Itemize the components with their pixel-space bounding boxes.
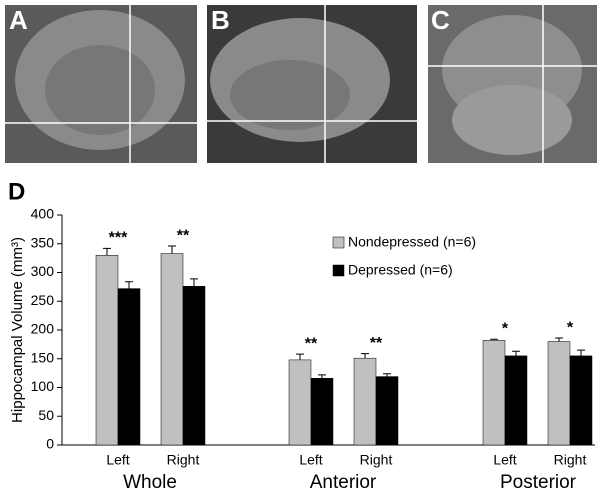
y-tick-label: 250 bbox=[31, 292, 55, 308]
bar bbox=[375, 376, 399, 446]
error-bar bbox=[103, 247, 111, 256]
legend-swatch bbox=[332, 236, 345, 249]
mri-panels: A B C bbox=[5, 5, 597, 163]
x-tick-label: Left bbox=[493, 452, 516, 468]
error-bar bbox=[577, 349, 585, 356]
error-bar bbox=[555, 337, 563, 342]
significance-label: ** bbox=[305, 335, 318, 352]
x-tick-label: Right bbox=[554, 452, 587, 468]
bar bbox=[482, 340, 506, 446]
bar bbox=[547, 341, 571, 446]
x-tick-label: Left bbox=[299, 452, 322, 468]
error-bar bbox=[383, 373, 391, 377]
panel-label: A bbox=[9, 5, 28, 35]
mri-tissue bbox=[45, 45, 155, 135]
y-tick-label: 0 bbox=[46, 436, 54, 452]
bar bbox=[182, 286, 206, 446]
bar bbox=[160, 253, 184, 446]
bar bbox=[504, 355, 528, 446]
significance-label: ** bbox=[177, 227, 190, 244]
significance-label: *** bbox=[109, 230, 128, 247]
y-tick-label: 100 bbox=[31, 378, 55, 394]
significance-label: ** bbox=[370, 335, 383, 352]
y-tick-label: 400 bbox=[31, 206, 55, 222]
group-label: Posterior bbox=[500, 472, 577, 493]
legend-label: Nondepressed (n=6) bbox=[348, 234, 476, 250]
panel-label: B bbox=[211, 5, 230, 35]
y-tick-label: 50 bbox=[38, 407, 54, 423]
error-bar bbox=[318, 374, 326, 379]
bar bbox=[569, 355, 593, 446]
x-tick-label: Right bbox=[360, 452, 393, 468]
y-tick-label: 350 bbox=[31, 234, 55, 250]
mri-tissue bbox=[230, 60, 350, 130]
group-label: Whole bbox=[123, 472, 177, 493]
bar bbox=[117, 288, 141, 446]
error-bar bbox=[168, 245, 176, 254]
bar bbox=[288, 359, 312, 446]
y-tick-label: 200 bbox=[31, 321, 55, 337]
error-bar bbox=[296, 353, 304, 360]
legend-label: Depressed (n=6) bbox=[348, 262, 453, 278]
panel-label: C bbox=[431, 5, 450, 35]
x-tick-label: Left bbox=[106, 452, 129, 468]
bar bbox=[95, 255, 119, 446]
y-tick-label: 150 bbox=[31, 349, 55, 365]
significance-label: * bbox=[567, 319, 574, 336]
x-tick-label: Right bbox=[167, 452, 200, 468]
legend-swatch bbox=[332, 264, 345, 277]
significance-label: * bbox=[502, 320, 509, 337]
y-axis-label: Hippocampal Volume (mm³) bbox=[9, 237, 26, 423]
error-bar bbox=[490, 338, 498, 341]
group-label: Anterior bbox=[310, 472, 377, 493]
error-bar bbox=[125, 281, 133, 289]
error-bar bbox=[512, 350, 520, 356]
y-tick-label: 300 bbox=[31, 263, 55, 279]
mri-tissue bbox=[452, 85, 572, 155]
panel-label: D bbox=[8, 178, 25, 205]
error-bar bbox=[361, 353, 369, 359]
bar bbox=[353, 357, 377, 446]
error-bar bbox=[190, 278, 198, 287]
bar bbox=[310, 378, 334, 446]
